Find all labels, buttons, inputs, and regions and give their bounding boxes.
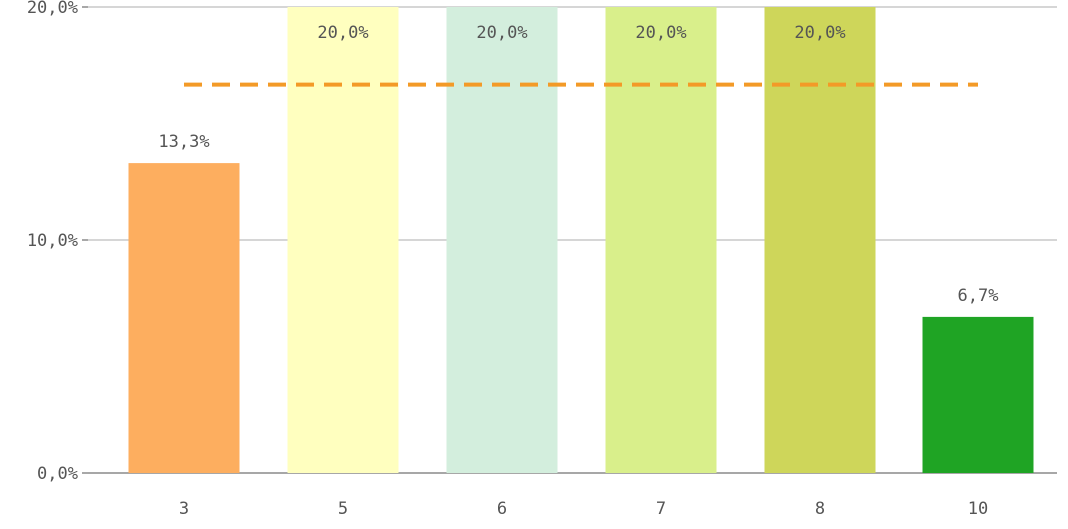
data-label: 20,0%	[317, 23, 368, 43]
bar-7	[605, 7, 717, 473]
labels-layer: 0,0% 10,0% 20,0% 3 13,3% 5 20,0% 6 20,0% 7 20,0% 8 2…	[27, 0, 999, 519]
x-tick-label: 5	[338, 499, 348, 519]
data-label: 20,0%	[794, 23, 845, 43]
grid-layer	[82, 6, 1057, 474]
x-tick-label: 8	[815, 499, 825, 519]
bar-6	[446, 7, 558, 473]
data-label: 20,0%	[635, 23, 686, 43]
bar-3	[128, 163, 240, 474]
data-label: 13,3%	[158, 132, 209, 152]
data-label: 20,0%	[476, 23, 527, 43]
bar-5	[287, 7, 399, 473]
x-tick-label: 10	[968, 499, 988, 519]
bar-10	[922, 316, 1034, 473]
x-tick-label: 6	[497, 499, 507, 519]
y-tick-label: 20,0%	[27, 0, 78, 18]
y-tick-label: 10,0%	[27, 231, 78, 251]
x-tick-label: 7	[656, 499, 666, 519]
x-tick-label: 3	[179, 499, 189, 519]
data-label: 6,7%	[958, 286, 999, 306]
bar-8	[764, 7, 876, 473]
y-tick-label: 0,0%	[37, 464, 78, 484]
